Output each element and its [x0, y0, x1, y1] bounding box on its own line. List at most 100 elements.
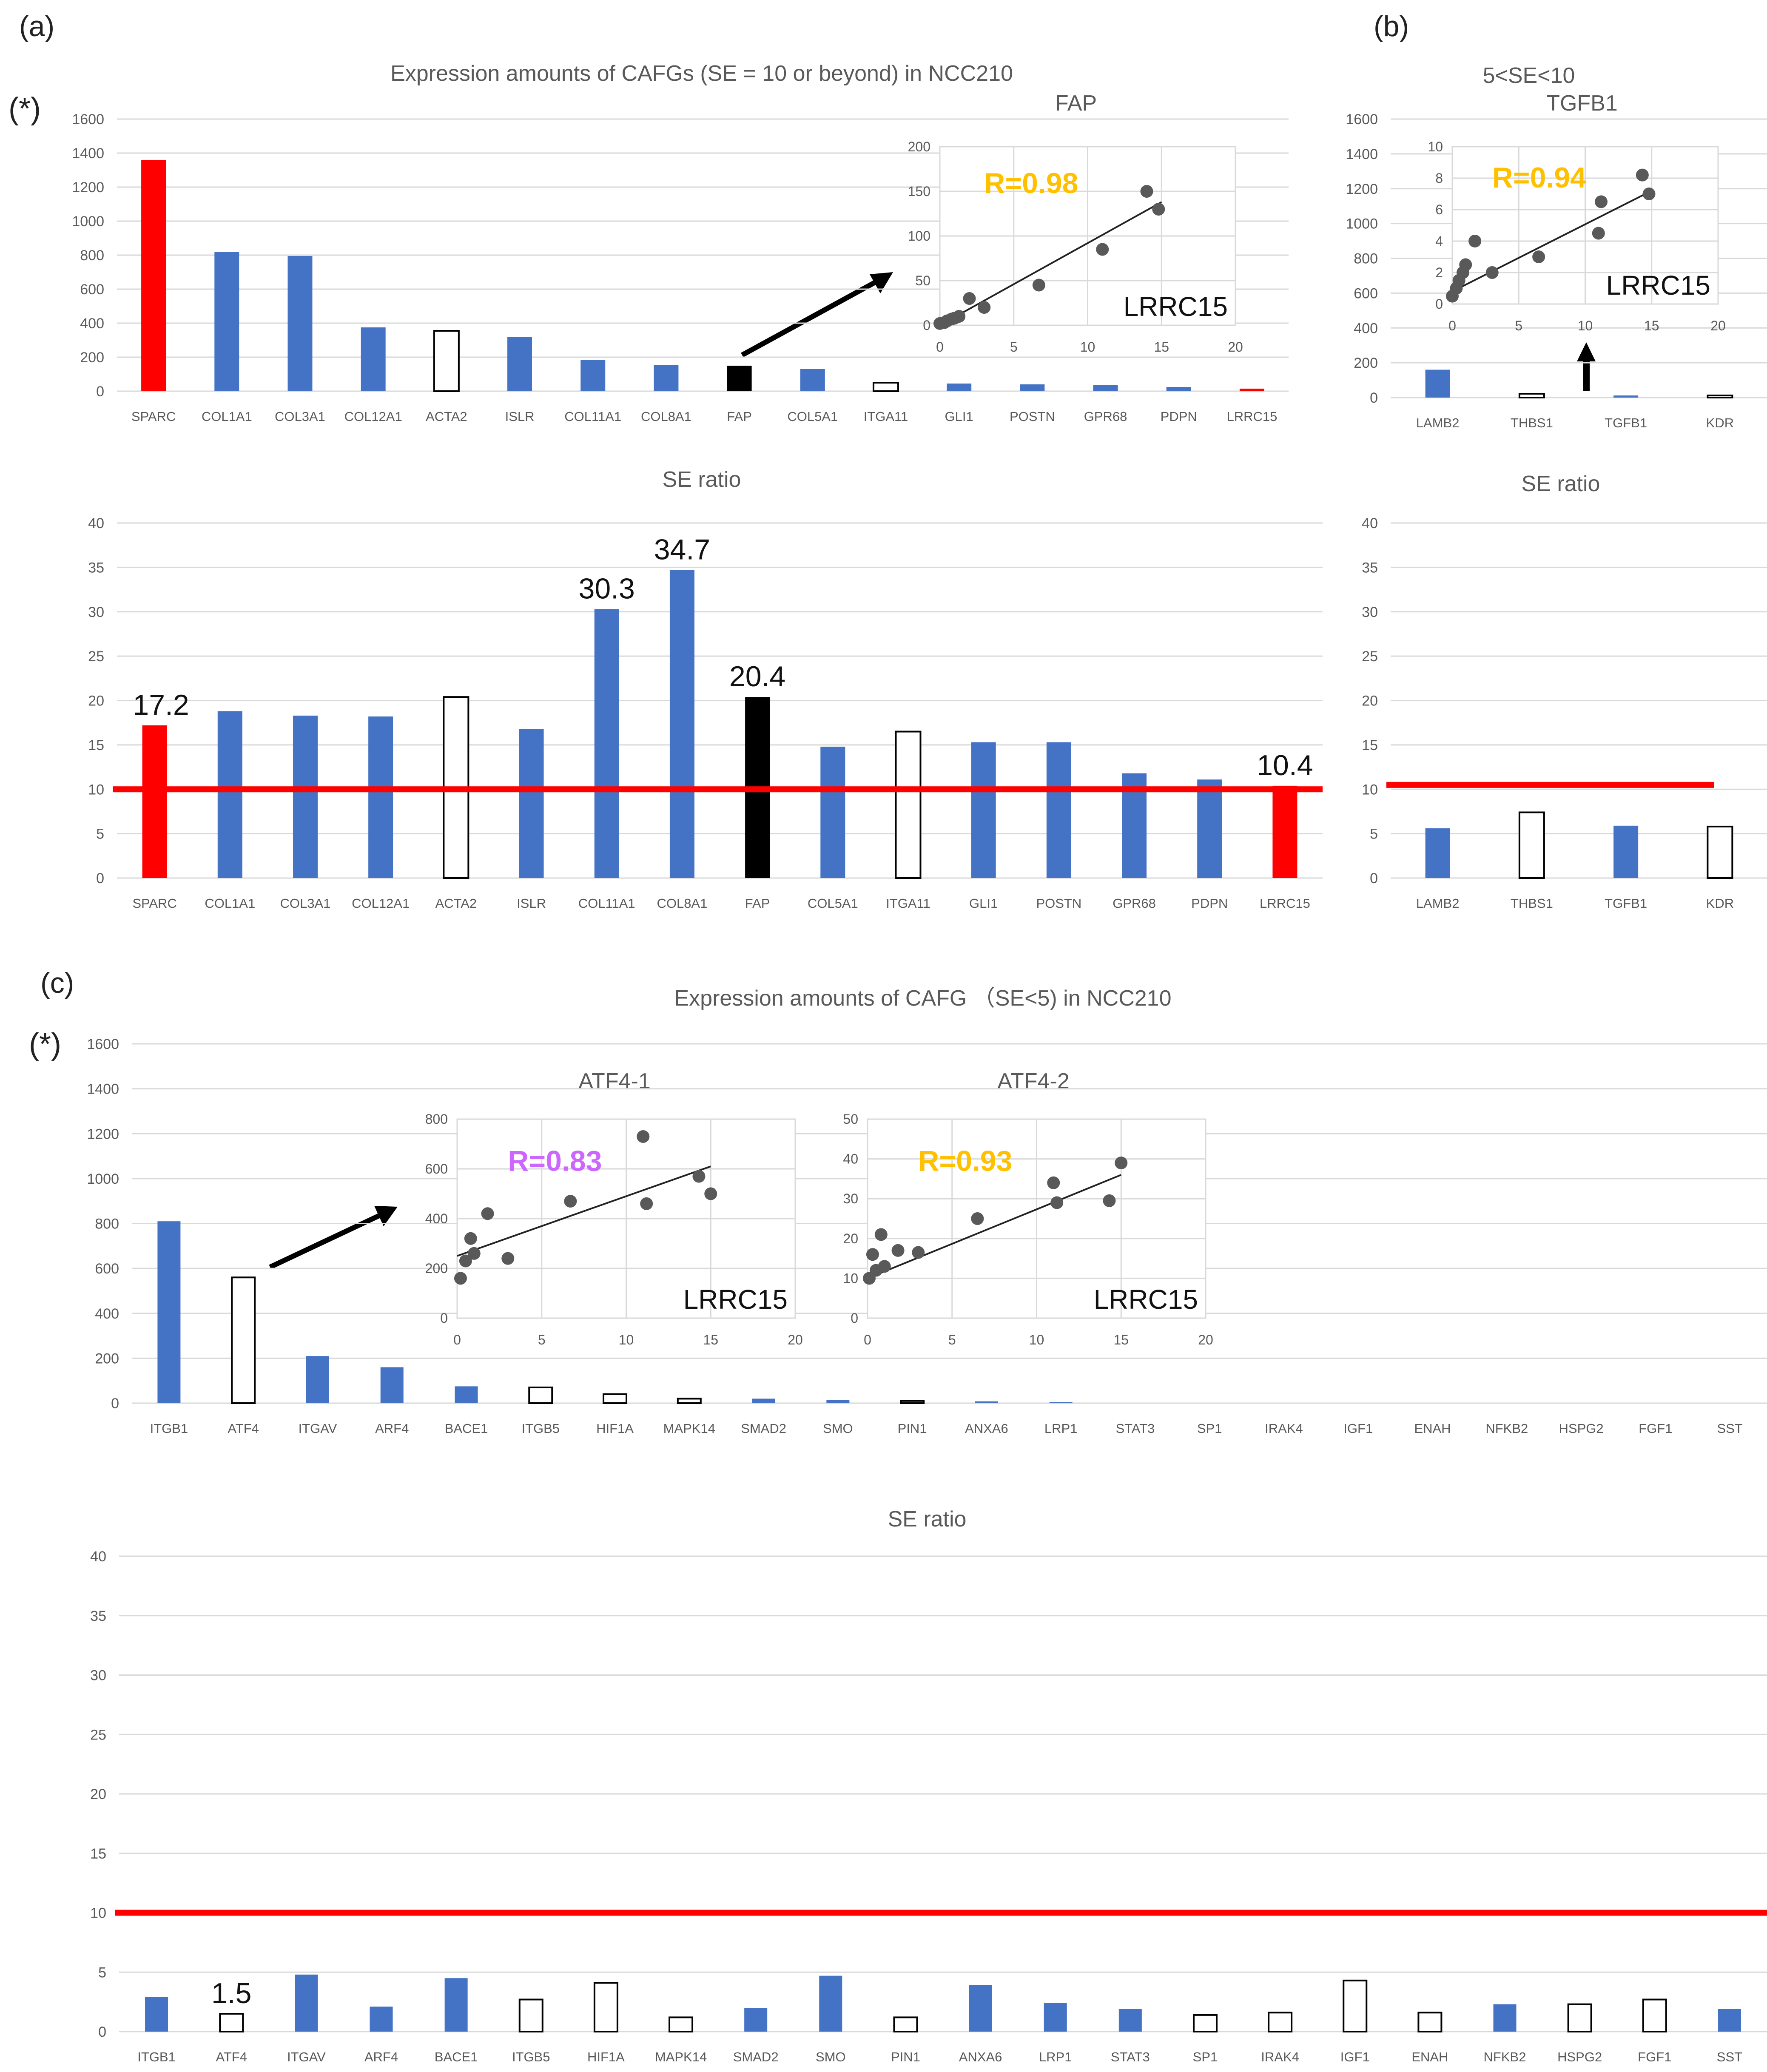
y-tick-label: 20: [88, 693, 104, 709]
category-label-islr: ISLR: [505, 409, 535, 424]
category-label-pdpn: PDPN: [1161, 409, 1197, 424]
inset-y-tick: 0: [851, 1310, 858, 1326]
y-tick-label: 35: [88, 560, 104, 576]
category-label-igf1: IGF1: [1340, 2049, 1370, 2064]
bar-atf4: [231, 1276, 256, 1404]
bar-lrrc15: [1272, 785, 1298, 878]
y-tick-label: 1200: [1346, 181, 1378, 197]
bar-itga11: [895, 730, 922, 879]
category-label-sst: SST: [1717, 2049, 1742, 2064]
bar-arf4: [380, 1367, 404, 1403]
inset-y-tick: 50: [843, 1111, 858, 1127]
inset-x-tick: 0: [864, 1332, 871, 1347]
inset-c-inset1: 0 200 400 600 800 0 5 10 15 20 R=0.83 LRRC15: [425, 1111, 803, 1347]
y-tick-label: 40: [90, 1549, 106, 1565]
scatter-point: [1468, 235, 1482, 247]
category-label-col8a1: COL8A1: [657, 896, 707, 911]
inset-x-tick: 0: [1448, 318, 1456, 333]
scatter-point: [1032, 279, 1045, 292]
scatter-point: [1152, 203, 1165, 216]
y-tick-label: 0: [1370, 870, 1378, 887]
bar-kdr: [1707, 825, 1733, 879]
y-tick-label: 40: [1362, 515, 1378, 532]
category-label-itgb5: ITGB5: [521, 1421, 560, 1436]
bar-col3a1: [293, 715, 318, 878]
inset-x-tick: 5: [538, 1332, 546, 1347]
category-label-itga11: ITGA11: [886, 896, 930, 911]
y-tick-label: 35: [1362, 560, 1378, 576]
bar-stat3: [1118, 2009, 1142, 2032]
inset-x-tick: 0: [453, 1332, 461, 1347]
category-label-anxa6: ANXA6: [959, 2049, 1002, 2064]
inset-x-label: LRRC15: [1124, 291, 1228, 322]
scatter-point: [912, 1246, 925, 1259]
inset-y-tick: 2: [1435, 265, 1443, 280]
scatter-point: [1485, 266, 1499, 279]
bar-mapk14: [669, 2016, 694, 2032]
category-label-sp1: SP1: [1197, 1421, 1222, 1436]
category-label-col3a1: COL3A1: [280, 896, 331, 911]
inset-x-tick: 15: [1154, 339, 1169, 355]
category-label-col5a1: COL5A1: [787, 409, 838, 424]
data-label-sparc: 17.2: [133, 689, 189, 721]
bar-hspg2: [1567, 2003, 1592, 2032]
chart-b-se-title: SE ratio: [1522, 472, 1600, 496]
inset-y-tick: 6: [1435, 202, 1443, 217]
bar-postn: [1020, 384, 1045, 391]
y-tick-label: 200: [1354, 355, 1378, 371]
bar-lamb2: [1425, 369, 1450, 398]
y-tick-label: 15: [88, 737, 104, 753]
scatter-point: [640, 1197, 653, 1210]
chart-a-expr-title: Expression amounts of CAFGs (SE = 10 or …: [390, 61, 1013, 86]
r-value-annotation: R=0.98: [984, 167, 1078, 199]
y-tick-label: 25: [1362, 648, 1378, 665]
category-label-col1a1: COL1A1: [205, 896, 255, 911]
category-label-fap: FAP: [745, 896, 770, 911]
bar-irak4: [1268, 2012, 1293, 2032]
bar-islr: [519, 729, 544, 878]
bar-nfkb2: [1493, 2004, 1517, 2032]
bar-hif1a: [603, 1393, 628, 1404]
category-label-col8a1: COL8A1: [641, 409, 691, 424]
data-label-col8a1: 34.7: [654, 534, 710, 566]
category-label-col1a1: COL1A1: [202, 409, 252, 424]
bar-pdpn: [1197, 779, 1222, 878]
arrow-tgfb1-head: [1577, 342, 1596, 361]
inset-y-tick: 20: [843, 1231, 858, 1246]
y-tick-label: 600: [1354, 285, 1378, 301]
panel-label-a: (a): [19, 10, 54, 43]
inset-x-tick: 20: [1228, 339, 1243, 355]
y-tick-label: 1400: [1346, 146, 1378, 162]
y-tick-label: 600: [95, 1261, 119, 1277]
scatter-point: [704, 1187, 717, 1200]
y-tick-label: 0: [96, 870, 104, 887]
y-tick-label: 800: [95, 1216, 119, 1232]
scatter-point: [874, 1228, 888, 1241]
inset-y-tick: 0: [440, 1310, 448, 1326]
bar-smad2: [744, 2008, 768, 2032]
category-label-col12a1: COL12A1: [344, 409, 402, 424]
bar-smo: [819, 1975, 842, 2032]
r-value-annotation: R=0.93: [918, 1145, 1012, 1177]
inset-y-tick: 400: [425, 1211, 448, 1226]
chart-b-se: 0 5 10 15 20 25 30 35 40 LAMB2 THBS1 TGFB1 KDR: [1362, 515, 1767, 911]
category-label-enah: ENAH: [1411, 2049, 1448, 2064]
y-tick-label: 800: [80, 247, 104, 264]
bar-tgfb1: [1613, 395, 1639, 398]
category-label-atf4: ATF4: [216, 2049, 247, 2064]
y-tick-label: 400: [95, 1306, 119, 1322]
inset-y-tick: 8: [1435, 171, 1443, 186]
y-tick-label: 5: [1370, 826, 1378, 842]
bar-pin1: [900, 1400, 925, 1404]
category-label-arf4: ARF4: [375, 1421, 409, 1436]
inset-x-tick: 20: [1710, 318, 1726, 333]
y-tick-label: 1600: [1346, 111, 1378, 128]
y-tick-label: 200: [80, 350, 104, 366]
chart-c-expr-title: Expression amounts of CAFG （SE<5) in NCC…: [674, 986, 1171, 1011]
y-tick-label: 30: [1362, 604, 1378, 620]
scatter-point: [1115, 1156, 1128, 1169]
y-tick-label: 1600: [87, 1036, 119, 1052]
scatter-point: [1636, 168, 1649, 182]
chart-a-se: 0 5 10 15 20 25 30 35 40 SPARC 17.2 COL1A1 COL3A1 COL…: [88, 515, 1323, 911]
category-label-bace1: BACE1: [445, 1421, 488, 1436]
